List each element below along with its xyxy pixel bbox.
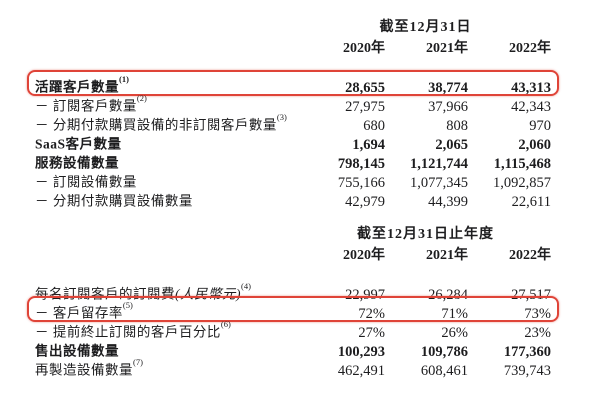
footnote-marker: (7) bbox=[133, 357, 143, 368]
row-remanufactured-devices: 再製造設備數量(7) 462,491 608,461 739,743 bbox=[35, 357, 551, 378]
value-2022: 43,313 bbox=[511, 79, 551, 96]
row-label: 服務設備數量 bbox=[35, 155, 119, 171]
value-2022: 1,092,857 bbox=[493, 174, 551, 191]
value-2022: 739,743 bbox=[503, 362, 551, 379]
value-2020: 1,694 bbox=[352, 136, 385, 153]
row-subscription-customers: － 訂閱客戶數量(2) 27,975 37,966 42,343 bbox=[35, 93, 551, 114]
value-2022: 970 bbox=[529, 117, 551, 134]
value-2022: 22,611 bbox=[511, 193, 551, 210]
section-fees-retention-sales: 截至12月31日止年度 2020年 2021年 2022年 每名訂閱客戶的訂閱費… bbox=[27, 226, 559, 379]
financial-metrics-document: 截至12月31日 2020年 2021年 2022年 活躍客戶數量(1) 28,… bbox=[27, 19, 559, 379]
value-2022: 177,360 bbox=[503, 343, 551, 360]
year-header-2022: 2022年 bbox=[509, 248, 551, 263]
row-label-currency: (人民幣元) bbox=[175, 286, 241, 302]
row-subscription-fee-per-customer: 每名訂閱客戶的訂閱費(人民幣元)(4) 22,997 26,284 27,517 bbox=[35, 281, 551, 302]
row-saas-customers: SaaS客戶數量 1,694 2,065 2,060 bbox=[35, 131, 551, 153]
value-2021: 26% bbox=[441, 324, 468, 341]
row-label: － 訂閱客戶數量(2) bbox=[35, 93, 147, 114]
row-label: － 分期付款購買設備的非訂閱客戶數量(3) bbox=[35, 112, 287, 133]
value-2021: 808 bbox=[446, 117, 468, 134]
year-header-row: 2020年 2021年 2022年 bbox=[35, 246, 551, 266]
value-2021: 71% bbox=[441, 305, 468, 322]
value-2021: 608,461 bbox=[420, 362, 468, 379]
row-label: SaaS客戶數量 bbox=[35, 136, 122, 152]
value-2021: 1,077,345 bbox=[410, 174, 468, 191]
footnote-marker: (1) bbox=[119, 74, 129, 85]
value-2020: 755,166 bbox=[337, 174, 385, 191]
period-header: 截至12月31日 bbox=[379, 20, 472, 35]
value-2020: 42,979 bbox=[345, 193, 385, 210]
value-2022: 1,115,468 bbox=[493, 155, 551, 172]
row-label: 售出設備數量 bbox=[35, 343, 119, 359]
table-body: 每名訂閱客戶的訂閱費(人民幣元)(4) 22,997 26,284 27,517… bbox=[27, 281, 559, 379]
value-2021: 1,121,744 bbox=[410, 155, 468, 172]
row-serviced-devices: 服務設備數量 798,145 1,121,744 1,115,468 bbox=[35, 150, 551, 172]
value-2020: 100,293 bbox=[337, 343, 385, 360]
value-2020: 27% bbox=[358, 324, 385, 341]
value-2022: 27,517 bbox=[511, 286, 551, 303]
row-label: 活躍客戶數量(1) bbox=[35, 74, 129, 95]
value-2022: 23% bbox=[524, 324, 551, 341]
row-label: － 分期付款購買設備數量 bbox=[35, 193, 193, 209]
row-devices-sold: 售出設備數量 100,293 109,786 177,360 bbox=[35, 338, 551, 360]
footnote-marker: (3) bbox=[276, 112, 287, 123]
value-2020: 22,997 bbox=[345, 286, 385, 303]
value-2022: 42,343 bbox=[511, 98, 551, 115]
value-2022: 73% bbox=[524, 305, 551, 322]
section-customer-device-counts: 截至12月31日 2020年 2021年 2022年 活躍客戶數量(1) 28,… bbox=[27, 19, 559, 210]
year-header-row: 2020年 2021年 2022年 bbox=[35, 39, 551, 59]
value-2020: 798,145 bbox=[337, 155, 385, 172]
value-2021: 44,399 bbox=[428, 193, 468, 210]
footnote-marker: (5) bbox=[122, 300, 133, 311]
footnote-marker: (2) bbox=[136, 93, 147, 104]
row-subscription-devices: － 訂閱設備數量 755,166 1,077,345 1,092,857 bbox=[35, 169, 551, 191]
year-header-2020: 2020年 bbox=[343, 248, 385, 263]
year-header-2021: 2021年 bbox=[426, 248, 468, 263]
value-2021: 37,966 bbox=[428, 98, 468, 115]
value-2020: 27,975 bbox=[345, 98, 385, 115]
value-2020: 28,655 bbox=[345, 79, 385, 96]
row-customer-retention-rate: － 客戶留存率(5) 72% 71% 73% bbox=[27, 296, 559, 322]
value-2020: 680 bbox=[363, 117, 385, 134]
footnote-marker: (6) bbox=[220, 319, 231, 330]
row-label: － 客戶留存率(5) bbox=[35, 300, 133, 321]
row-label: 每名訂閱客戶的訂閱費(人民幣元)(4) bbox=[35, 281, 251, 302]
year-header-2020: 2020年 bbox=[343, 41, 385, 56]
value-2021: 2,065 bbox=[435, 136, 468, 153]
row-label: － 提前終止訂閱的客戶百分比(6) bbox=[35, 319, 231, 340]
row-installment-devices: － 分期付款購買設備數量 42,979 44,399 22,611 bbox=[35, 188, 551, 210]
year-header-2022: 2022年 bbox=[509, 41, 551, 56]
value-2021: 109,786 bbox=[420, 343, 468, 360]
value-2021: 26,284 bbox=[428, 286, 468, 303]
row-installment-non-subscription-customers: － 分期付款購買設備的非訂閱客戶數量(3) 680 808 970 bbox=[35, 112, 551, 133]
row-early-termination-percentage: － 提前終止訂閱的客戶百分比(6) 27% 26% 23% bbox=[35, 319, 551, 340]
period-header-row: 截至12月31日 bbox=[35, 19, 551, 37]
value-2021: 38,774 bbox=[428, 79, 468, 96]
table-body: 活躍客戶數量(1) 28,655 38,774 43,313 － 訂閱客戶數量(… bbox=[27, 70, 559, 210]
value-2020: 462,491 bbox=[337, 362, 385, 379]
year-header-2021: 2021年 bbox=[426, 41, 468, 56]
row-label: － 訂閱設備數量 bbox=[35, 174, 137, 190]
value-2020: 72% bbox=[358, 305, 385, 322]
row-label: 再製造設備數量(7) bbox=[35, 357, 143, 378]
row-active-customers: 活躍客戶數量(1) 28,655 38,774 43,313 bbox=[27, 70, 559, 96]
footnote-marker: (4) bbox=[241, 281, 251, 292]
period-header-row: 截至12月31日止年度 bbox=[35, 226, 551, 244]
value-2022: 2,060 bbox=[518, 136, 551, 153]
period-header: 截至12月31日止年度 bbox=[357, 227, 494, 242]
